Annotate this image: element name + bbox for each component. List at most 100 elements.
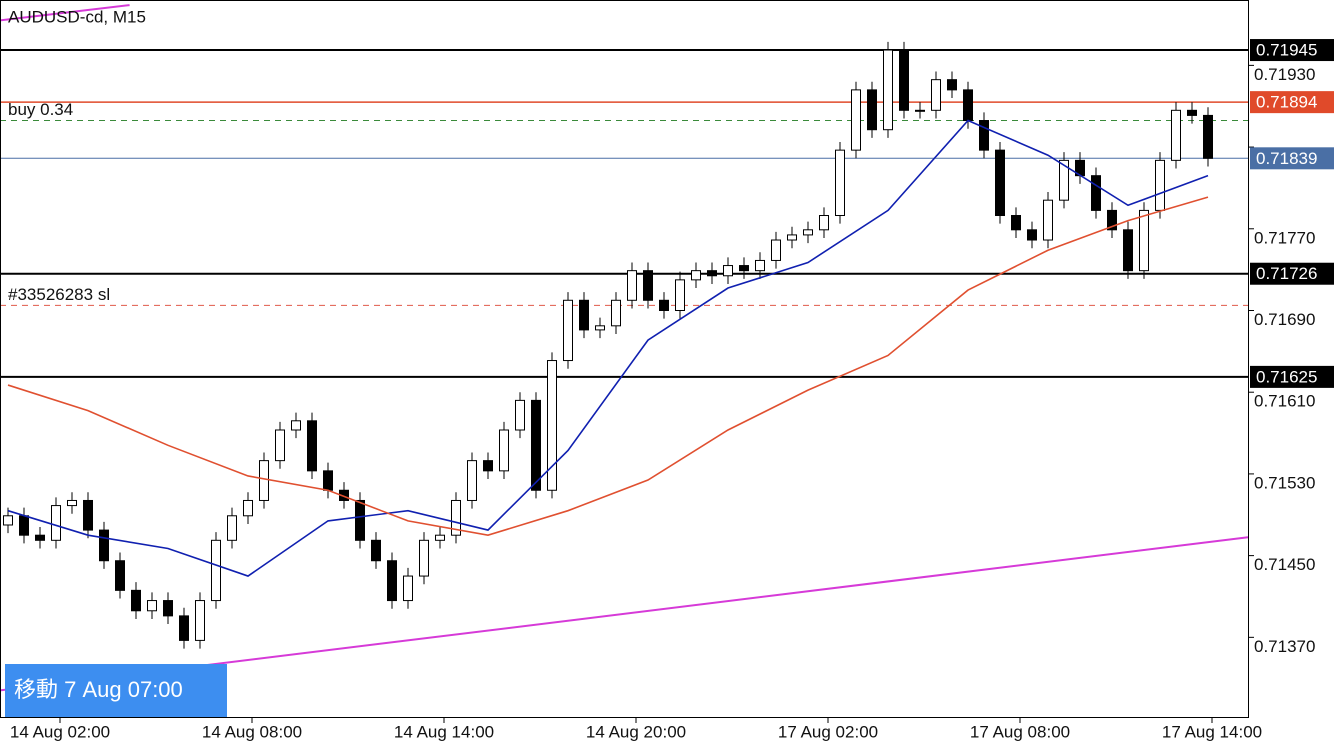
candle-body	[35, 534, 45, 541]
candle-body	[995, 149, 1005, 217]
plot-border	[0, 0, 1249, 718]
price-box-label: 0.71945	[1256, 41, 1317, 60]
candle-body	[483, 460, 493, 472]
x-tick-label: 17 Aug 14:00	[1162, 722, 1262, 741]
candle-body	[643, 270, 653, 301]
y-tick-label: 0.71770	[1254, 228, 1315, 247]
candle-body	[595, 325, 605, 331]
price-box	[1250, 147, 1334, 170]
candle-body	[243, 499, 253, 517]
candle-body	[467, 460, 477, 501]
candle-body	[1171, 109, 1181, 161]
candle-body	[355, 499, 365, 541]
price-box	[1250, 262, 1334, 285]
candle-body	[499, 429, 509, 472]
x-tick-label: 14 Aug 08:00	[202, 722, 302, 741]
candle-body	[1027, 229, 1037, 241]
candle-body	[771, 239, 781, 261]
chart-title: AUDUSD-cd, M15	[8, 7, 146, 26]
x-tick-label: 17 Aug 08:00	[970, 722, 1070, 741]
candle-body	[259, 460, 269, 501]
candle-body	[675, 279, 685, 311]
y-tick-label: 0.71930	[1254, 65, 1315, 84]
candle-body	[899, 49, 909, 111]
y-tick-label: 0.71610	[1254, 392, 1315, 411]
candle-body	[931, 79, 941, 111]
candle-body	[163, 600, 173, 617]
moving-average	[7, 119, 1209, 577]
candle-body	[1123, 229, 1133, 272]
candle-body	[947, 79, 957, 91]
candle-body	[1011, 215, 1021, 231]
candle-body	[307, 420, 317, 472]
candle-body	[83, 499, 93, 531]
candle-body	[19, 515, 29, 536]
candle-body	[147, 600, 157, 612]
price-box-label: 0.71726	[1256, 264, 1317, 283]
candle-body	[419, 539, 429, 577]
candle-body	[1091, 175, 1101, 211]
candle-body	[739, 265, 749, 272]
x-tick-label: 14 Aug 14:00	[394, 722, 494, 741]
candle-body	[787, 234, 797, 241]
candle-body	[563, 299, 573, 362]
candle-body	[179, 615, 189, 641]
moving-average	[7, 196, 1209, 537]
candle-body	[195, 600, 205, 641]
candle-body	[979, 120, 989, 151]
candle-body	[1155, 159, 1165, 211]
candle-body	[1187, 109, 1197, 116]
x-tick-label: 14 Aug 20:00	[586, 722, 686, 741]
candle-body	[387, 560, 397, 602]
y-tick-label: 0.71370	[1254, 637, 1315, 656]
candle-body	[1043, 199, 1053, 241]
candle-body	[803, 229, 813, 236]
x-tick-label: 17 Aug 02:00	[778, 722, 878, 741]
candle-body	[755, 259, 765, 272]
candle-body	[691, 270, 701, 281]
y-tick-label: 0.71690	[1254, 310, 1315, 329]
candle-body	[579, 299, 589, 331]
candle-body	[1203, 114, 1213, 159]
candle-body	[531, 399, 541, 491]
candle-body	[835, 149, 845, 217]
y-tick-label: 0.71530	[1254, 473, 1315, 492]
candle-body	[611, 299, 621, 327]
candle-body	[723, 265, 733, 277]
y-tick-label: 0.71450	[1254, 555, 1315, 574]
candle-body	[291, 420, 301, 431]
candle-body	[963, 89, 973, 122]
candle-body	[659, 299, 669, 311]
candle-body	[707, 270, 717, 277]
price-box-label: 0.71894	[1256, 93, 1317, 112]
price-box-label: 0.71839	[1256, 149, 1317, 168]
candle-body	[275, 429, 285, 462]
candle-body	[3, 515, 13, 526]
order-label: buy 0.34	[8, 100, 73, 119]
x-tick-label: 14 Aug 02:00	[10, 722, 110, 741]
cursor-label: 移動 7 Aug 07:00	[14, 677, 183, 702]
candle-body	[451, 499, 461, 536]
candle-body	[1107, 209, 1117, 231]
candle-body	[211, 539, 221, 602]
order-label: #33526283 sl	[8, 285, 110, 304]
candle-body	[515, 399, 525, 431]
candle-body	[915, 109, 925, 112]
candle-body	[819, 215, 829, 231]
candle-body	[99, 529, 109, 562]
candle-body	[115, 560, 125, 591]
candle-body	[867, 89, 877, 131]
candle-body	[435, 534, 445, 541]
overlay: 0.719300.718500.717700.716900.716100.715…	[5, 39, 1334, 741]
candle-body	[1139, 209, 1149, 272]
candle-body	[67, 499, 77, 507]
candle-body	[371, 539, 381, 562]
price-box	[1250, 39, 1334, 62]
candle-body	[851, 89, 861, 151]
candle-body	[227, 515, 237, 541]
trendline	[0, 4, 130, 22]
price-box	[1250, 365, 1334, 388]
candle-body	[1059, 159, 1069, 201]
candle-body	[627, 270, 637, 301]
